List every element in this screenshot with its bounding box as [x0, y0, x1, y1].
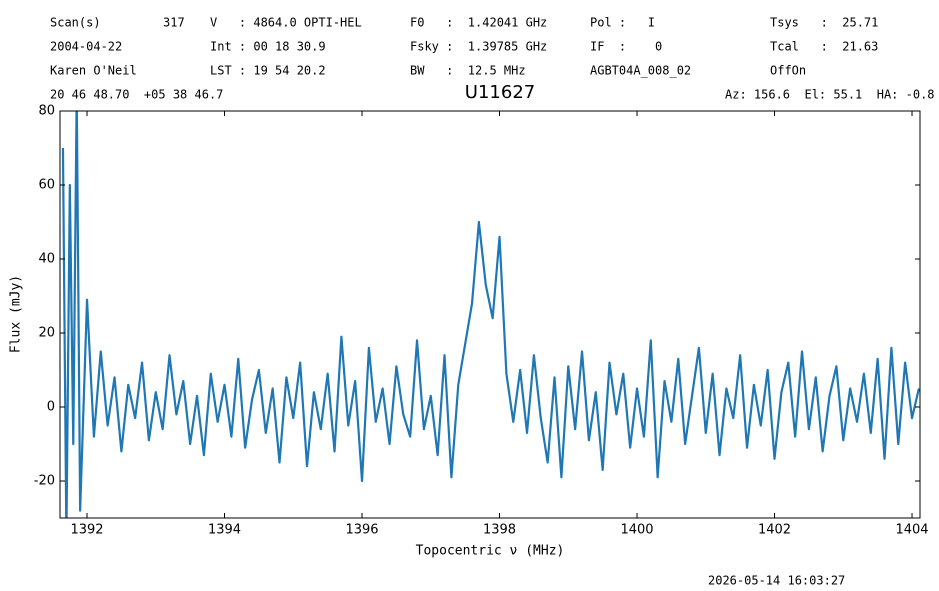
x-tick-label: 1404	[895, 523, 928, 538]
timestamp: 2026-05-14 16:03:27	[708, 574, 845, 588]
y-tick-label: 0	[47, 400, 55, 415]
header-field: Fsky : 1.39785 GHz	[410, 40, 547, 54]
x-tick-label: 1398	[483, 523, 516, 538]
header-field: LST : 19 54 20.2	[210, 64, 326, 78]
header-field: AGBT04A_008_02	[590, 64, 691, 78]
header-field: 2004-04-22	[50, 40, 122, 54]
header-field: BW : 12.5 MHz	[410, 64, 526, 78]
y-tick-label: 20	[38, 326, 55, 341]
header-field: IF : 0	[590, 40, 662, 54]
plot-frame	[59, 110, 921, 519]
header-field: Scan(s)	[50, 16, 101, 30]
x-tick-label: 1392	[70, 523, 103, 538]
y-tick-label: 40	[38, 252, 55, 267]
y-axis-label: Flux (mJy)	[9, 275, 24, 353]
header-field: 317	[163, 16, 185, 30]
y-tick-label: 60	[38, 178, 55, 193]
header-field: Tcal : 21.63	[770, 40, 878, 54]
x-tick-label: 1396	[345, 523, 378, 538]
header-field: OffOn	[770, 64, 806, 78]
chart-title: U11627	[465, 82, 535, 103]
x-axis-label: Topocentric ν (MHz)	[416, 544, 565, 559]
spectrum-line	[61, 111, 920, 518]
header-field: Int : 00 18 30.9	[210, 40, 326, 54]
y-tick-label: 80	[38, 104, 55, 119]
header-field: F0 : 1.42041 GHz	[410, 16, 547, 30]
y-tick-label: -20	[34, 474, 55, 489]
header-field: V : 4864.0 OPTI-HEL	[210, 16, 362, 30]
x-tick-label: 1400	[620, 523, 653, 538]
header-field: Pol : I	[590, 16, 655, 30]
plot-area	[61, 111, 920, 518]
x-tick-label: 1402	[758, 523, 791, 538]
header-field: Tsys : 25.71	[770, 16, 878, 30]
header-field: Karen O'Neil	[50, 64, 137, 78]
pointing: Az: 156.6 El: 55.1 HA: -0.8	[725, 88, 935, 102]
coordinates: 20 46 48.70 +05 38 46.7	[50, 88, 223, 102]
x-tick-label: 1394	[208, 523, 241, 538]
